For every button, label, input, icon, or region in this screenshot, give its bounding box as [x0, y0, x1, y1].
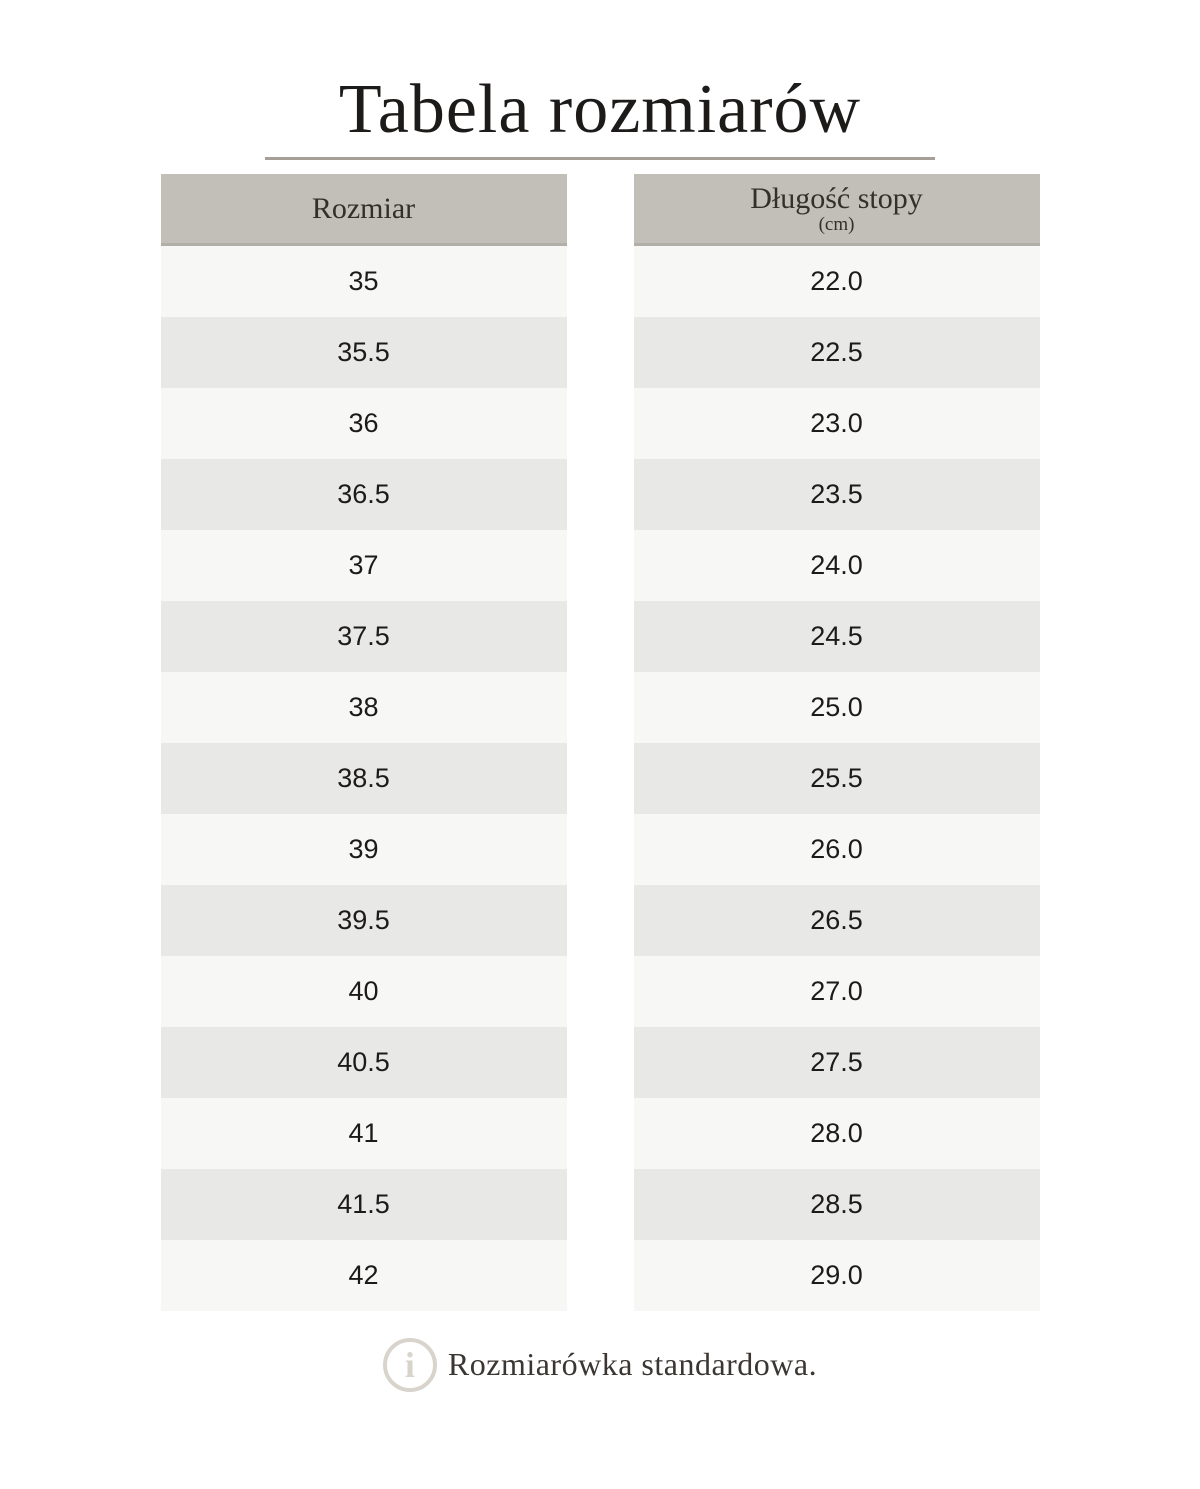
size-column: Rozmiar 35 35.5 36 36.5 37 37.5 38 38.5 39 39.5 40… [160, 173, 567, 1311]
length-cell: 25.5 [633, 742, 1040, 814]
foot-length-column-body: 22.0 22.5 23.0 23.5 24.0 24.5 25.0 25.5 26.0 26.5… [633, 245, 1040, 1311]
size-cell: 40.5 [160, 1026, 567, 1098]
length-cell: 23.5 [633, 458, 1040, 530]
size-cell: 40 [160, 955, 567, 1027]
title-underline [265, 156, 935, 160]
length-cell: 27.0 [633, 955, 1040, 1027]
length-cell: 22.0 [633, 245, 1040, 317]
size-cell: 35 [160, 245, 567, 317]
size-cell: 36.5 [160, 458, 567, 530]
size-cell: 37.5 [160, 600, 567, 672]
info-icon: i [382, 1337, 437, 1392]
size-cell: 35.5 [160, 316, 567, 388]
length-cell: 27.5 [633, 1026, 1040, 1098]
length-cell: 26.5 [633, 884, 1040, 956]
footer-note-row: i Rozmiarówka standardowa. [0, 1337, 1200, 1392]
foot-length-column: Długość stopy (cm) 22.0 22.5 23.0 23.5 24.0 2… [633, 173, 1040, 1311]
foot-length-column-header: Długość stopy (cm) [633, 173, 1040, 246]
length-cell: 22.5 [633, 316, 1040, 388]
length-cell: 26.0 [633, 813, 1040, 885]
length-cell: 24.5 [633, 600, 1040, 672]
length-cell: 29.0 [633, 1239, 1040, 1311]
size-chart: Rozmiar 35 35.5 36 36.5 37 37.5 38 38.5 39 39.5 40… [0, 173, 1200, 1311]
size-header-label: Rozmiar [311, 191, 416, 225]
foot-length-header-label: Długość stopy [750, 181, 923, 215]
page-title: Tabela rozmiarów [338, 71, 862, 148]
length-cell: 23.0 [633, 387, 1040, 459]
size-cell: 37 [160, 529, 567, 601]
size-column-body: 35 35.5 36 36.5 37 37.5 38 38.5 39 39.5 40 40.5 41 41… [160, 245, 567, 1311]
size-cell: 38.5 [160, 742, 567, 814]
size-column-header: Rozmiar [160, 173, 567, 246]
length-cell: 24.0 [633, 529, 1040, 601]
size-cell: 41.5 [160, 1168, 567, 1240]
footer-note-text: Rozmiarówka standardowa. [447, 1346, 818, 1382]
size-cell: 39.5 [160, 884, 567, 956]
size-cell: 39 [160, 813, 567, 885]
length-cell: 28.0 [633, 1097, 1040, 1169]
length-cell: 28.5 [633, 1168, 1040, 1240]
size-cell: 36 [160, 387, 567, 459]
size-cell: 41 [160, 1097, 567, 1169]
size-cell: 42 [160, 1239, 567, 1311]
foot-length-header-unit: (cm) [818, 213, 855, 235]
size-cell: 38 [160, 671, 567, 743]
length-cell: 25.0 [633, 671, 1040, 743]
